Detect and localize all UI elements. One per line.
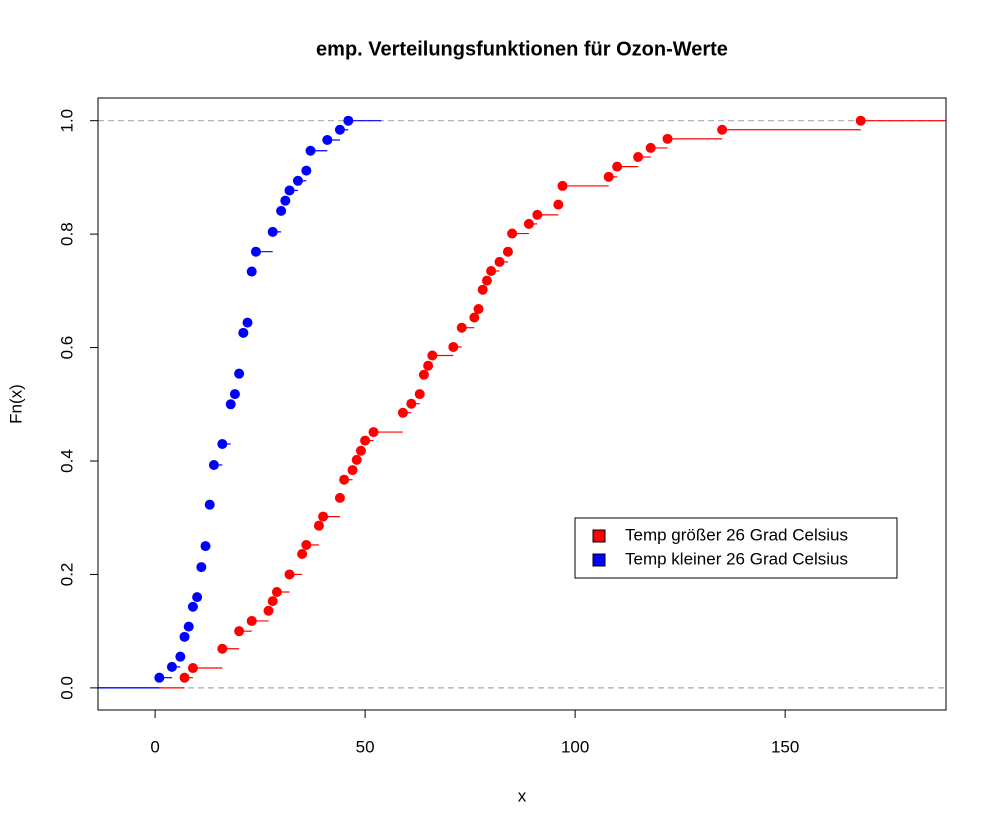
point [477,284,488,295]
legend-swatch [592,553,606,567]
point [292,175,303,186]
legend-label: Temp kleiner 26 Grad Celsius [625,549,848,568]
point [183,621,194,632]
y-tick-label: 0.4 [57,449,76,473]
point [187,601,198,612]
y-tick-label: 1.0 [57,109,76,133]
point [532,209,543,220]
point [192,592,203,603]
point [179,631,190,642]
y-axis-label: Fn(x) [6,384,25,424]
point [355,445,366,456]
point [263,605,274,616]
point [368,427,379,438]
plot-frame [97,97,947,711]
point [339,474,350,485]
point [334,124,345,135]
point [301,165,312,176]
point [234,368,245,379]
point [246,266,257,277]
point [284,569,295,580]
point [633,151,644,162]
point [481,275,492,286]
legend-label: Temp größer 26 Grad Celsius [625,525,848,544]
x-tick-label: 100 [561,737,589,756]
point [179,672,190,683]
point [313,520,324,531]
legend-box [574,517,898,579]
y-tick-label: 0.2 [57,563,76,587]
point [246,615,257,626]
point [855,115,866,126]
point [486,265,497,276]
point [217,438,228,449]
point [418,369,429,380]
point [662,133,673,144]
point [305,145,316,156]
point [612,161,623,172]
point [397,407,408,418]
point [507,228,518,239]
point [717,124,728,135]
point [271,587,282,598]
point [234,626,245,637]
point [297,549,308,560]
point [204,499,215,510]
point [603,171,614,182]
point [301,539,312,550]
point [494,256,505,267]
x-axis-label: x [518,786,527,805]
point [250,246,261,257]
point [414,389,425,400]
point [360,435,371,446]
legend-swatch [592,529,606,543]
point [351,454,362,465]
point [427,350,438,361]
point [267,596,278,607]
point [196,562,207,573]
point [469,312,480,323]
point [502,246,513,257]
point [166,661,177,672]
point [557,180,568,191]
point [448,341,459,352]
point [334,492,345,503]
point [523,218,534,229]
point [322,134,333,145]
x-tick-label: 0 [150,737,159,756]
point [318,511,329,522]
point [347,465,358,476]
point [423,360,434,371]
point [267,226,278,237]
point [208,459,219,470]
point [553,199,564,210]
point [456,322,467,333]
y-tick-label: 0.0 [57,676,76,700]
point [473,303,484,314]
point [343,115,354,126]
y-tick-label: 0.6 [57,336,76,360]
x-tick-label: 50 [356,737,375,756]
point [225,399,236,410]
point [187,663,198,674]
point [200,541,211,552]
point [242,317,253,328]
chart-title: emp. Verteilungsfunktionen für Ozon-Wert… [316,38,728,60]
point [276,205,287,216]
point [238,327,249,338]
point [406,398,417,409]
point [154,672,165,683]
plot-area [98,115,946,689]
point [229,389,240,400]
point [280,195,291,206]
point [284,185,295,196]
y-tick-label: 0.8 [57,222,76,246]
point [645,142,656,153]
point [175,651,186,662]
point [217,643,228,654]
x-tick-label: 150 [771,737,799,756]
